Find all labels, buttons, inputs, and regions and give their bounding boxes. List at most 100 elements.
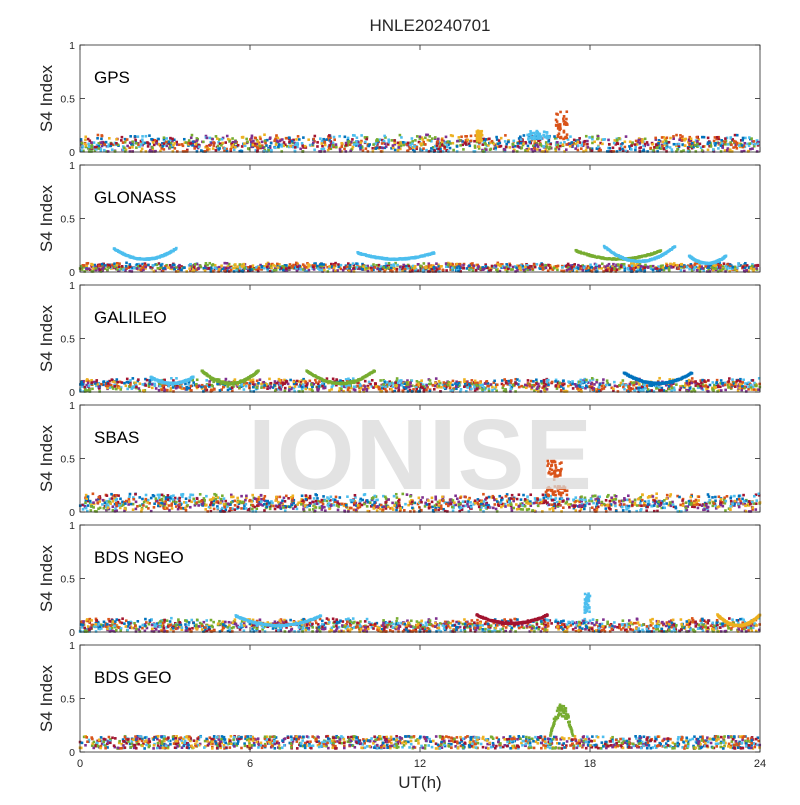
data-point: [601, 143, 604, 146]
data-point: [577, 264, 580, 267]
data-point: [624, 146, 627, 149]
data-point: [602, 382, 605, 385]
data-point: [393, 139, 396, 142]
data-point: [536, 148, 539, 151]
data-point: [359, 146, 362, 149]
data-point: [751, 265, 754, 268]
data-point: [245, 138, 248, 141]
data-point: [701, 267, 704, 270]
data-point: [254, 136, 257, 139]
data-point: [251, 135, 254, 138]
data-point: [314, 135, 317, 138]
data-point: [676, 264, 679, 267]
data-point: [688, 379, 691, 382]
data-point: [213, 388, 216, 391]
data-point: [171, 138, 174, 141]
data-point: [249, 265, 252, 268]
data-point: [123, 147, 126, 150]
data-point: [608, 384, 611, 387]
data-point: [707, 379, 710, 382]
data-point: [222, 386, 225, 389]
data-point: [394, 149, 397, 152]
data-point: [360, 134, 363, 137]
data-point: [343, 266, 346, 269]
data-point: [649, 147, 652, 150]
data-point: [601, 263, 604, 266]
data-point: [425, 389, 428, 392]
data-point: [589, 379, 592, 382]
data-point: [115, 388, 118, 391]
data-point: [691, 142, 694, 145]
data-point: [502, 384, 505, 387]
data-point: [480, 139, 483, 142]
data-point: [335, 143, 338, 146]
data-point: [565, 265, 568, 268]
data-point: [673, 143, 676, 146]
data-point: [414, 266, 417, 269]
data-point: [356, 136, 359, 139]
data-point: [691, 377, 694, 380]
data-point: [557, 265, 560, 268]
data-point: [161, 389, 164, 392]
data-point: [254, 145, 257, 148]
data-point: [647, 144, 650, 147]
data-point: [98, 265, 101, 268]
data-point: [462, 148, 465, 151]
data-point: [451, 389, 454, 392]
data-point: [601, 267, 604, 270]
data-point: [425, 134, 428, 137]
data-point: [562, 143, 565, 146]
data-point: [566, 133, 569, 136]
data-point: [180, 269, 183, 272]
data-point: [100, 383, 103, 386]
data-point: [524, 266, 527, 269]
data-point: [415, 388, 418, 391]
data-point: [392, 144, 395, 147]
data-point: [190, 389, 193, 392]
data-point: [234, 263, 237, 266]
data-point: [364, 136, 367, 139]
data-point: [118, 265, 121, 268]
data-point: [372, 263, 375, 266]
data-point: [335, 378, 338, 381]
data-point: [215, 268, 218, 271]
data-point: [298, 138, 301, 141]
data-point: [728, 377, 731, 380]
data-point: [660, 265, 663, 268]
data-point: [211, 138, 214, 141]
data-point: [284, 387, 287, 390]
data-point: [379, 138, 382, 141]
data-point: [276, 140, 279, 143]
data-point: [424, 136, 427, 139]
data-point: [126, 388, 129, 391]
data-point: [252, 140, 255, 143]
data-point: [700, 382, 703, 385]
data-point: [433, 388, 436, 391]
data-point: [585, 384, 588, 387]
data-point: [151, 146, 154, 149]
data-point: [652, 149, 655, 152]
data-point: [416, 380, 419, 383]
data-point: [198, 145, 201, 148]
data-point: [480, 132, 483, 135]
data-point: [446, 146, 449, 149]
data-point: [566, 123, 569, 126]
data-point: [565, 143, 568, 146]
data-point: [734, 385, 737, 388]
data-point: [688, 268, 691, 271]
data-point: [571, 141, 574, 144]
data-point: [482, 143, 485, 146]
data-point: [227, 385, 230, 388]
data-point: [316, 145, 319, 148]
data-point: [398, 146, 401, 149]
data-point: [668, 385, 671, 388]
data-point: [274, 265, 277, 268]
data-point: [220, 144, 223, 147]
data-point: [661, 145, 664, 148]
data-point: [333, 264, 336, 267]
data-point: [724, 389, 727, 392]
data-point: [85, 265, 88, 268]
data-point: [115, 264, 118, 267]
data-point: [170, 377, 173, 380]
